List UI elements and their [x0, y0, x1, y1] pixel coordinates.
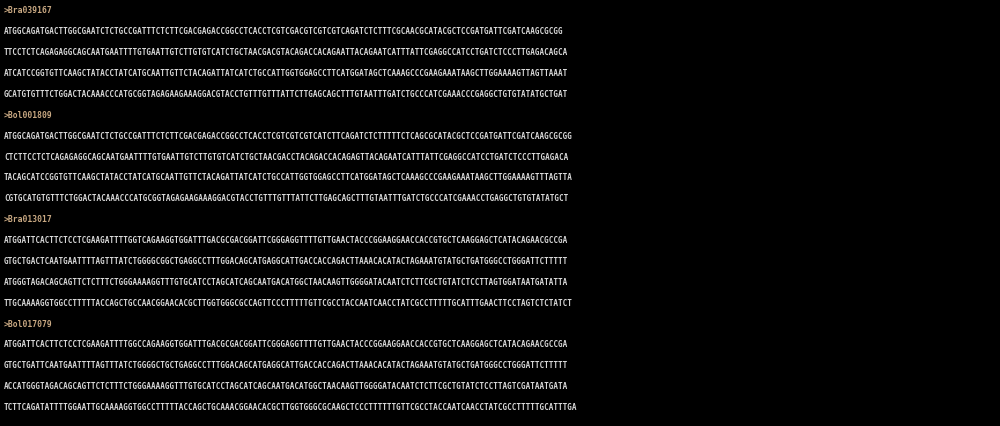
Text: TTCCTCTCAGAGAGGCAGCAATGAATTTTGTGAATTGTCTTGTGTCATCTGCTAACGACGTACAGACCACAGAATTACAG: TTCCTCTCAGAGAGGCAGCAATGAATTTTGTGAATTGTCT…: [4, 48, 568, 57]
Text: ATCATCCGGTGTTCAAGCTATACCTATCATGCAATTGTTCTACAGATTATCATCTGCCATTGGTGGAGCCTTCATGGATA: ATCATCCGGTGTTCAAGCTATACCTATCATGCAATTGTTC…: [4, 69, 568, 78]
Text: ATGGCAGATGACTTGGCGAATCTCTGCCGATTTCTCTTCGACGAGACCGGCCTCACCTCGTCGTCGTCATCTTCAGATCT: ATGGCAGATGACTTGGCGAATCTCTGCCGATTTCTCTTCG…: [4, 132, 573, 141]
Text: CGTGCATGTGTTTCTGGACTACAAACCCATGCGGTAGAGAAGAAAGGACGTACCTGTTTGTTTATTCTTGAGCAGCTTTG: CGTGCATGTGTTTCTGGACTACAAACCCATGCGGTAGAGA…: [4, 194, 568, 203]
Text: ATGGGTAGACAGCAGTTCTCTTTCTGGGAAAAGGTTTGTGCATCCTAGCATCAGCAATGACATGGCTAACAAGTTGGGGA: ATGGGTAGACAGCAGTTCTCTTTCTGGGAAAAGGTTTGTG…: [4, 278, 568, 287]
Text: >Bra013017: >Bra013017: [4, 215, 53, 224]
Text: >Bra039167: >Bra039167: [4, 6, 53, 15]
Text: ATGGATTCACTTCTCCTCGAAGATTTTGGTCAGAAGGTGGATTTGACGCGACGGATTCGGGAGGTTTTGTTGAACTACCC: ATGGATTCACTTCTCCTCGAAGATTTTGGTCAGAAGGTGG…: [4, 236, 568, 245]
Text: GTGCTGATTCAATGAATTTTAGTTTATCTGGGGCTGCTGAGGCCTTTGGACAGCATGAGGCATTGACCACCAGACTTAAA: GTGCTGATTCAATGAATTTTAGTTTATCTGGGGCTGCTGA…: [4, 361, 568, 370]
Text: ATGGCAGATGACTTGGCGAATCTCTGCCGATTTCTCTTCGACGAGACCGGCCTCACCTCGTCGACGTCGTCGTCAGATCT: ATGGCAGATGACTTGGCGAATCTCTGCCGATTTCTCTTCG…: [4, 27, 564, 36]
Text: GCATGTGTTTCTGGACTACAAACCCATGCGGTAGAGAAGAAAGGACGTACCTGTTTGTTTATTCTTGAGCAGCTTTGTAA: GCATGTGTTTCTGGACTACAAACCCATGCGGTAGAGAAGA…: [4, 90, 568, 99]
Text: TCTTCAGATATTTTGGAATTGCAAAAGGTGGCCTTTTTACCAGCTGCAAACGGAACACGCTTGGTGGGCGCAAGCTCCCT: TCTTCAGATATTTTGGAATTGCAAAAGGTGGCCTTTTTAC…: [4, 403, 578, 412]
Text: >Bol001809: >Bol001809: [4, 111, 53, 120]
Text: TTGCAAAAGGTGGCCTTTTTACCAGCTGCCAACGGAACACGCTTGGTGGGCGCCAGTTCCCTTTTTGTTCGCCTACCAAT: TTGCAAAAGGTGGCCTTTTTACCAGCTGCCAACGGAACAC…: [4, 299, 573, 308]
Text: CTCTTCCTCTCAGAGAGGCAGCAATGAATTTTGTGAATTGTCTTGTGTCATCTGCTAACGACCTACAGACCACAGAGTTA: CTCTTCCTCTCAGAGAGGCAGCAATGAATTTTGTGAATTG…: [4, 153, 568, 161]
Text: TACAGCATCCGGTGTTCAAGCTATACCTATCATGCAATTGTTCTACAGATTATCATCTGCCATTGGTGGAGCCTTCATGG: TACAGCATCCGGTGTTCAAGCTATACCTATCATGCAATTG…: [4, 173, 573, 182]
Text: ACCATGGGTAGACAGCAGTTCTCTTTCTGGGAAAAGGTTTGTGCATCCTAGCATCAGCAATGACATGGCTAACAAGTTGG: ACCATGGGTAGACAGCAGTTCTCTTTCTGGGAAAAGGTTT…: [4, 382, 568, 391]
Text: >Bol017079: >Bol017079: [4, 320, 53, 328]
Text: GTGCTGACTCAATGAATTTTAGTTTATCTGGGGCGGCTGAGGCCTTTGGACAGCATGAGGCATTGACCACCAGACTTAAA: GTGCTGACTCAATGAATTTTAGTTTATCTGGGGCGGCTGA…: [4, 257, 568, 266]
Text: ATGGATTCACTTCTCCTCGAAGATTTTGGCCAGAAGGTGGATTTGACGCGACGGATTCGGGAGGTTTTGTTGAACTACCC: ATGGATTCACTTCTCCTCGAAGATTTTGGCCAGAAGGTGG…: [4, 340, 568, 349]
